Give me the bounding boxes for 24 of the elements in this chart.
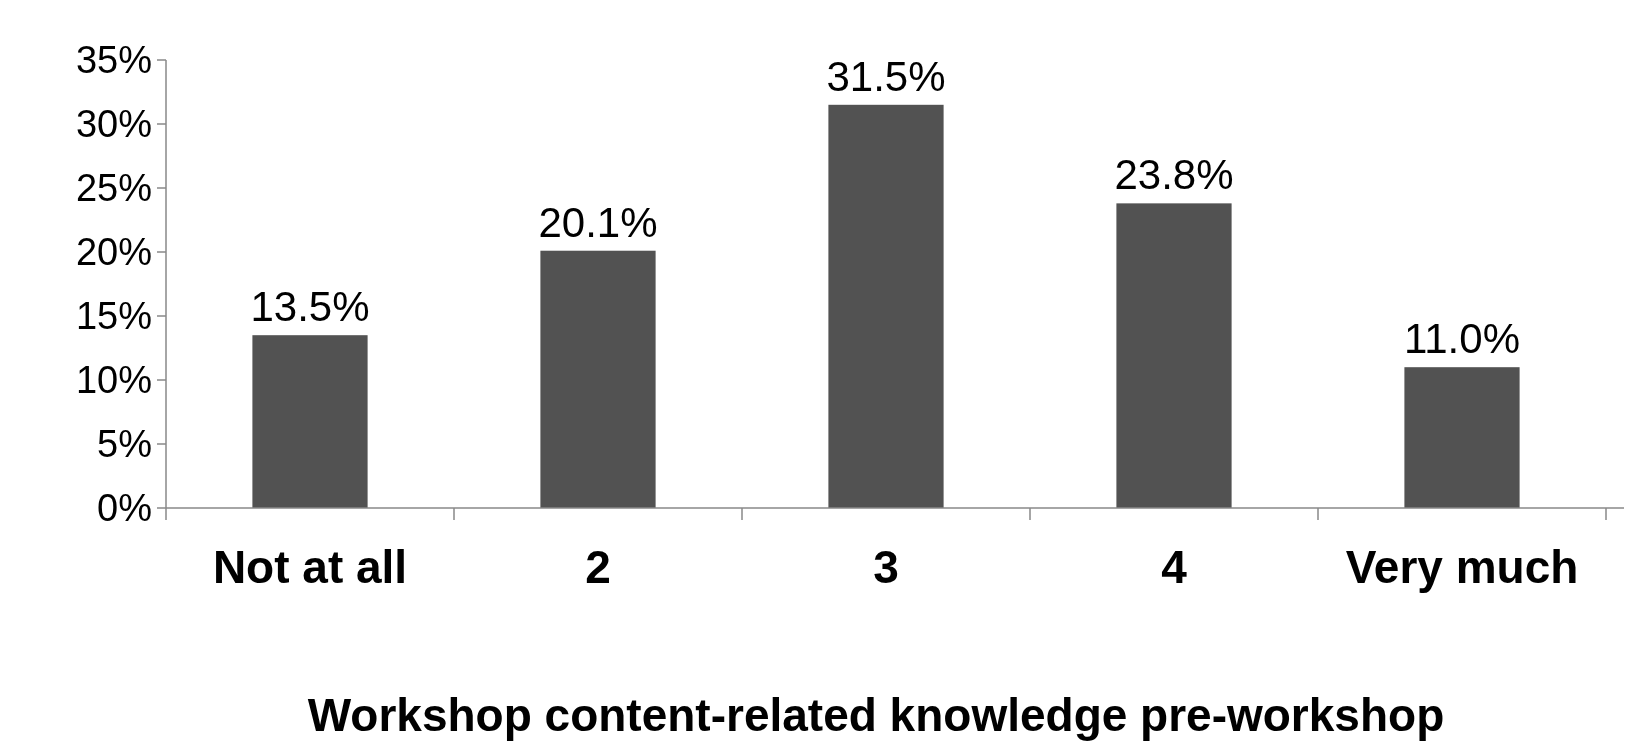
- bar: [252, 335, 368, 508]
- y-tick-label: 5%: [97, 423, 152, 466]
- y-tick-label: 25%: [75, 167, 152, 210]
- data-label: 31.5%: [826, 52, 946, 100]
- y-tick-label: 10%: [75, 359, 152, 402]
- y-tick-label: 15%: [75, 295, 152, 338]
- data-label: 13.5%: [250, 283, 370, 331]
- bar: [540, 250, 656, 508]
- y-tick-label: 20%: [75, 231, 152, 274]
- x-axis-title: Workshop content-related knowledge pre-workshop: [307, 689, 1445, 741]
- x-tick-label: 4: [1161, 541, 1188, 593]
- bar: [1116, 203, 1232, 508]
- y-tick-label: 35%: [75, 39, 152, 82]
- y-tick-label: 0%: [97, 487, 152, 530]
- x-tick-label: 2: [585, 541, 611, 593]
- data-label: 11.0%: [1404, 315, 1520, 363]
- bar: [1404, 367, 1520, 508]
- data-label: 20.1%: [538, 198, 658, 246]
- y-tick-label: 30%: [75, 103, 152, 146]
- x-tick-label: Very much: [1345, 541, 1579, 593]
- bar: [828, 104, 944, 508]
- x-tick-label: 3: [873, 541, 899, 593]
- data-label: 23.8%: [1114, 151, 1234, 199]
- x-tick-label: Not at all: [212, 541, 408, 593]
